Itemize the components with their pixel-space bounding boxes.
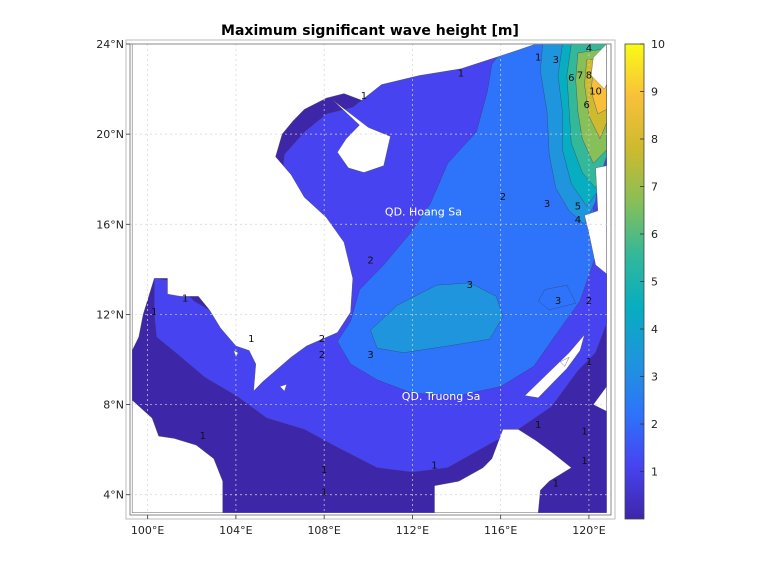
contour-label: 3 — [544, 199, 550, 210]
land-polygon — [434, 429, 572, 513]
colorbar-tick-label: 7 — [651, 181, 658, 194]
x-tick-label: 104°E — [219, 524, 252, 537]
colorbar-tick-label: 1 — [651, 466, 658, 479]
y-tick-label: 16°N — [96, 218, 124, 231]
land-polygon — [131, 399, 223, 513]
land-polygon — [279, 383, 288, 392]
contour-label: 1 — [553, 478, 559, 489]
contour-label: 3 — [467, 280, 473, 291]
latitude-ticks: 4°N 8°N 12°N 16°N 20°N 24°N — [96, 38, 130, 502]
map-frame — [129, 43, 612, 516]
contour-label: 1 — [361, 91, 367, 102]
y-tick-label: 8°N — [103, 399, 124, 412]
x-tick-label: 120°E — [572, 524, 605, 537]
land-masses — [131, 44, 607, 513]
wave-height-zone — [370, 282, 504, 353]
map-outer-frame — [125, 39, 616, 520]
contour-label: 1 — [431, 460, 437, 471]
colorbar-tick-label: 8 — [651, 133, 658, 146]
colorbar-tick-label: 6 — [651, 228, 658, 241]
contour-label: 10 — [589, 86, 602, 97]
contour-label: 2 — [500, 192, 506, 203]
graticule-grid — [130, 44, 611, 515]
contour-label: 8 — [586, 71, 592, 82]
x-tick-label: 100°E — [131, 524, 164, 537]
contour-label: 1 — [586, 357, 592, 368]
map-title: Maximum significant wave height [m] — [221, 23, 519, 39]
contour-label: 4 — [586, 44, 592, 55]
contour-label: 1 — [581, 427, 587, 438]
contour-label: 1 — [182, 294, 188, 305]
contour-label: 1 — [248, 334, 254, 345]
contour-label: 6 — [568, 73, 574, 84]
contour-label: 3 — [555, 296, 561, 307]
colorbar: 1 2 3 4 5 6 7 8 9 10 — [624, 38, 665, 520]
contour-label: 6 — [584, 100, 590, 111]
place-label: QD. Truong Sa — [402, 390, 481, 403]
contour-label: 2 — [367, 255, 373, 266]
contour-label: 1 — [321, 465, 327, 476]
x-tick-label: 108°E — [307, 524, 340, 537]
place-labels: QD. Hoang Sa QD. Truong Sa — [385, 205, 480, 403]
contour-label: 4 — [575, 215, 581, 226]
contour-label: 1 — [458, 68, 464, 79]
contour-label: 1 — [321, 487, 327, 498]
contour-label: 2 — [319, 334, 325, 345]
colorbar-tick-label: 2 — [651, 418, 658, 431]
x-tick-label: 116°E — [484, 524, 517, 537]
contour-label: 3 — [367, 350, 373, 361]
land-polygon — [524, 334, 585, 399]
y-tick-label: 4°N — [103, 489, 124, 502]
place-label: QD. Hoang Sa — [385, 205, 462, 218]
contour-label: 3 — [553, 55, 559, 66]
colorbar-tick-label: 4 — [651, 323, 658, 336]
contour-label: 1 — [151, 307, 157, 318]
land-polygon — [584, 165, 607, 275]
x-tick-label: 112°E — [396, 524, 429, 537]
land-polygon — [559, 356, 570, 367]
land-polygon — [332, 100, 391, 173]
land-polygon — [590, 44, 607, 90]
wave-height-zone — [537, 284, 577, 311]
colorbar-tick-label: 5 — [651, 276, 658, 289]
longitude-ticks: 100°E 104°E 108°E 112°E 116°E 120°E — [131, 515, 606, 537]
y-tick-label: 20°N — [96, 128, 124, 141]
contour-label: 2 — [319, 350, 325, 361]
land-polygon — [233, 350, 239, 358]
contour-label: 1 — [200, 431, 206, 442]
land-polygon — [592, 385, 607, 412]
colorbar-tick-label: 10 — [651, 38, 665, 51]
contour-label: 1 — [535, 420, 541, 431]
y-tick-label: 24°N — [96, 38, 124, 51]
contour-label: 2 — [586, 296, 592, 307]
colorbar-tick-label: 9 — [651, 86, 658, 99]
colorbar-tick-label: 3 — [651, 371, 658, 384]
contour-label: 7 — [577, 71, 583, 82]
colorbar-ticks: 1 2 3 4 5 6 7 8 9 10 — [640, 38, 665, 479]
contour-label: 1 — [581, 456, 587, 467]
y-tick-label: 12°N — [96, 308, 124, 321]
land-polygon — [131, 44, 537, 392]
contour-label: 5 — [575, 201, 581, 212]
contour-label: 1 — [535, 53, 541, 64]
